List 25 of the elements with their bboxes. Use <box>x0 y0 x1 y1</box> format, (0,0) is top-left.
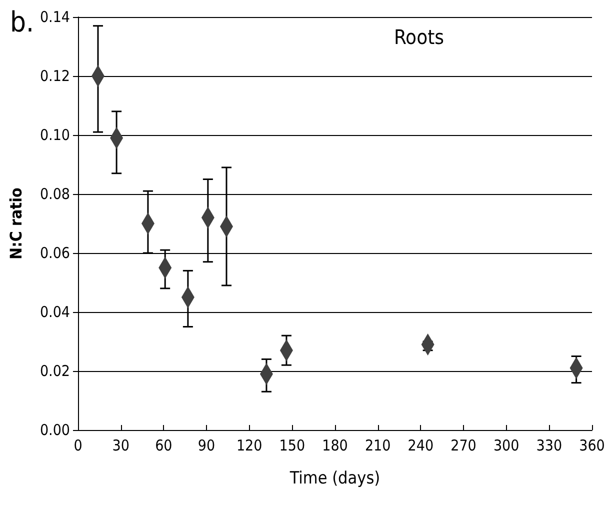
y-tick-label: 0.14 <box>40 8 70 26</box>
y-tick-label: 0.08 <box>40 185 70 203</box>
x-tick-label: 270 <box>450 436 476 454</box>
y-tick-label: 0.10 <box>40 126 70 144</box>
x-tick-label: 60 <box>155 436 172 454</box>
y-tick-label: 0.06 <box>40 244 70 262</box>
x-tick-label: 150 <box>279 436 306 454</box>
x-tick-label: 330 <box>536 436 562 454</box>
x-tick-label: 90 <box>198 436 216 454</box>
y-tick-label: 0.04 <box>40 303 70 321</box>
y-tick-label: 0.02 <box>40 362 70 380</box>
y-tick-label: 0.12 <box>40 67 70 85</box>
x-tick-label: 0 <box>74 436 82 454</box>
x-tick-label: 240 <box>408 436 434 454</box>
y-axis-title: N:C ratio <box>6 187 26 260</box>
x-tick-label: 360 <box>579 436 605 454</box>
x-tick-label: 210 <box>364 436 391 454</box>
x-tick-label: 180 <box>322 436 348 454</box>
y-tick-label: 0.00 <box>40 421 70 439</box>
x-axis-title: Time (days) <box>288 468 380 488</box>
x-tick-label: 120 <box>236 436 262 454</box>
x-tick-label: 30 <box>112 436 130 454</box>
x-tick-label: 300 <box>493 436 520 454</box>
chart-title: Roots <box>394 25 444 49</box>
text: b. <box>10 6 34 38</box>
